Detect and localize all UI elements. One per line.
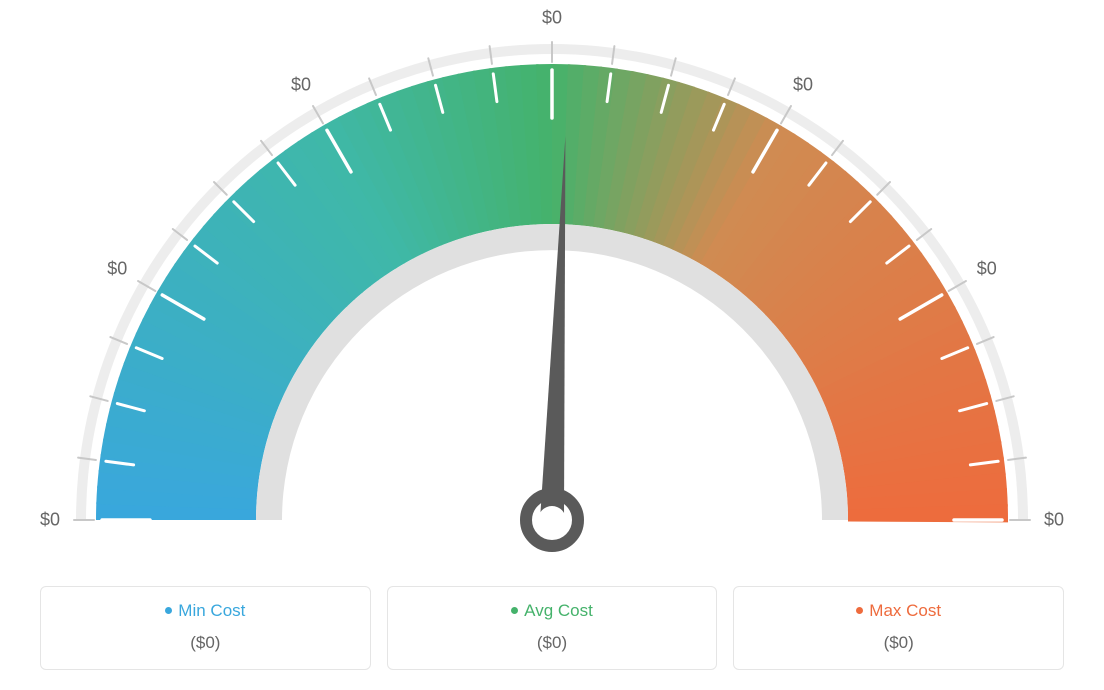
gauge-chart-container: $0 $0 $0 $0 $0 $0 $0 Min Cost ($0) Avg Cost ($… xyxy=(0,0,1104,690)
legend-dot-avg xyxy=(511,607,518,614)
gauge-tick-label: $0 xyxy=(977,259,997,280)
legend-label-avg-text: Avg Cost xyxy=(524,601,593,620)
legend-label-avg: Avg Cost xyxy=(398,601,707,621)
legend-card-max: Max Cost ($0) xyxy=(733,586,1064,670)
legend-dot-min xyxy=(165,607,172,614)
gauge-svg xyxy=(0,0,1104,570)
legend-dot-max xyxy=(856,607,863,614)
legend-card-min: Min Cost ($0) xyxy=(40,586,371,670)
legend-value-min: ($0) xyxy=(51,633,360,653)
legend-row: Min Cost ($0) Avg Cost ($0) Max Cost ($0… xyxy=(40,586,1064,670)
gauge-tick-label: $0 xyxy=(542,8,562,29)
gauge-area: $0 $0 $0 $0 $0 $0 $0 xyxy=(0,0,1104,570)
legend-value-max: ($0) xyxy=(744,633,1053,653)
legend-card-avg: Avg Cost ($0) xyxy=(387,586,718,670)
gauge-tick-label: $0 xyxy=(107,259,127,280)
legend-label-max: Max Cost xyxy=(744,601,1053,621)
legend-value-avg: ($0) xyxy=(398,633,707,653)
legend-label-max-text: Max Cost xyxy=(869,601,941,620)
legend-label-min: Min Cost xyxy=(51,601,360,621)
gauge-tick-label: $0 xyxy=(40,510,60,531)
gauge-tick-label: $0 xyxy=(1044,510,1064,531)
legend-label-min-text: Min Cost xyxy=(178,601,245,620)
gauge-tick-label: $0 xyxy=(291,75,311,96)
gauge-tick-label: $0 xyxy=(793,75,813,96)
